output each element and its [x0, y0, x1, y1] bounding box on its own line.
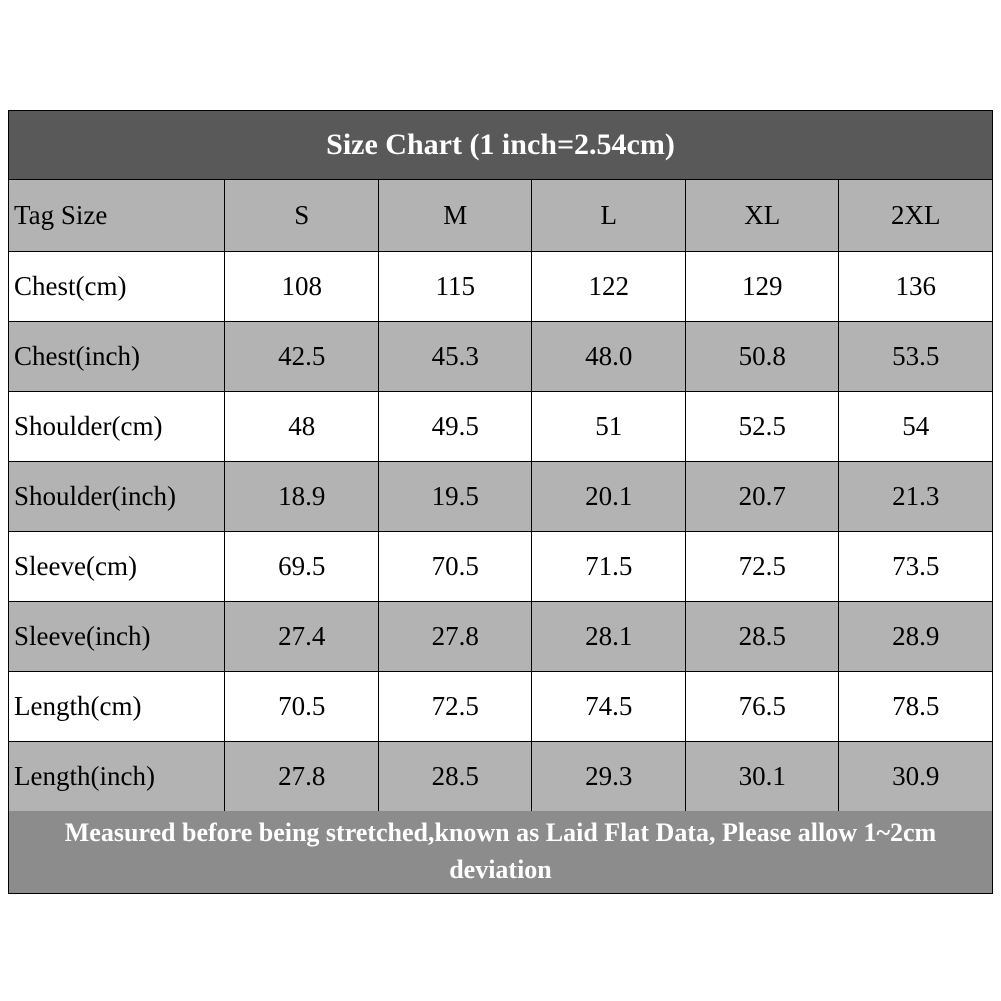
table-cell: 74.5: [531, 671, 686, 742]
table-cell: 73.5: [838, 531, 993, 602]
table-cell: 42.5: [224, 321, 379, 392]
table-cell: 72.5: [684, 531, 840, 602]
header-row: Tag Size S M L XL 2XL: [7, 179, 993, 252]
table-cell: 28.9: [838, 601, 993, 672]
table-cell: 50.8: [684, 321, 840, 392]
table-row: Shoulder(cm) 48 49.5 51 52.5 54: [7, 391, 993, 462]
table-cell: 27.4: [224, 601, 379, 672]
table-cell: 48: [224, 391, 379, 462]
table-body: Chest(cm) 108 115 122 129 136 Chest(inch) 42.5 4…: [7, 251, 993, 812]
row-label: Length(inch): [7, 741, 226, 812]
table-row: Chest(cm) 108 115 122 129 136: [7, 251, 993, 322]
column-header: S: [224, 179, 379, 252]
table-cell: 69.5: [224, 531, 379, 602]
row-label: Shoulder(inch): [7, 461, 226, 532]
table-cell: 20.1: [531, 461, 686, 532]
table-cell: 30.9: [838, 741, 993, 812]
table-cell: 29.3: [531, 741, 686, 812]
table-row: Chest(inch) 42.5 45.3 48.0 50.8 53.5: [7, 321, 993, 392]
table-cell: 53.5: [838, 321, 993, 392]
size-table: Tag Size S M L XL 2XL Chest(cm) 108 115 122 129 13…: [7, 179, 993, 812]
table-cell: 28.5: [684, 601, 840, 672]
table-cell: 129: [684, 251, 840, 322]
size-chart: Size Chart (1 inch=2.54cm) Tag Size S M L XL…: [7, 110, 993, 894]
row-label: Shoulder(cm): [7, 391, 226, 462]
table-cell: 78.5: [838, 671, 993, 742]
table-row: Sleeve(inch) 27.4 27.8 28.1 28.5 28.9: [7, 601, 993, 672]
table-cell: 115: [377, 251, 533, 322]
column-header: M: [377, 179, 533, 252]
table-cell: 54: [838, 391, 993, 462]
table-cell: 71.5: [531, 531, 686, 602]
table-cell: 72.5: [377, 671, 533, 742]
table-cell: 136: [838, 251, 993, 322]
table-cell: 28.5: [377, 741, 533, 812]
table-cell: 70.5: [377, 531, 533, 602]
table-row: Length(inch) 27.8 28.5 29.3 30.1 30.9: [7, 741, 993, 812]
table-cell: 18.9: [224, 461, 379, 532]
table-cell: 28.1: [531, 601, 686, 672]
table-cell: 27.8: [377, 601, 533, 672]
footer-note: Measured before being stretched,known as…: [8, 811, 993, 894]
table-cell: 19.5: [377, 461, 533, 532]
corner-header: Tag Size: [7, 179, 226, 252]
column-header: L: [531, 179, 686, 252]
row-label: Length(cm): [7, 671, 226, 742]
table-cell: 21.3: [838, 461, 993, 532]
table-cell: 122: [531, 251, 686, 322]
row-label: Sleeve(cm): [7, 531, 226, 602]
table-cell: 48.0: [531, 321, 686, 392]
table-cell: 27.8: [224, 741, 379, 812]
table-row: Sleeve(cm) 69.5 70.5 71.5 72.5 73.5: [7, 531, 993, 602]
row-label: Chest(cm): [7, 251, 226, 322]
column-header: XL: [684, 179, 840, 252]
table-row: Length(cm) 70.5 72.5 74.5 76.5 78.5: [7, 671, 993, 742]
chart-title: Size Chart (1 inch=2.54cm): [326, 128, 675, 161]
table-cell: 76.5: [684, 671, 840, 742]
table-cell: 49.5: [377, 391, 533, 462]
table-cell: 30.1: [684, 741, 840, 812]
column-header: 2XL: [838, 179, 993, 252]
table-cell: 20.7: [684, 461, 840, 532]
row-label: Chest(inch): [7, 321, 226, 392]
table-row: Shoulder(inch) 18.9 19.5 20.1 20.7 21.3: [7, 461, 993, 532]
table-cell: 45.3: [377, 321, 533, 392]
chart-title-bar: Size Chart (1 inch=2.54cm): [8, 110, 993, 180]
table-cell: 108: [224, 251, 379, 322]
table-cell: 52.5: [684, 391, 840, 462]
row-label: Sleeve(inch): [7, 601, 226, 672]
table-cell: 70.5: [224, 671, 379, 742]
table-cell: 51: [531, 391, 686, 462]
